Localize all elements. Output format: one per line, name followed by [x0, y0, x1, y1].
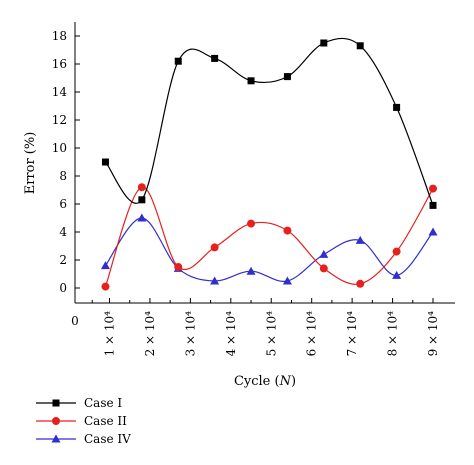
y-axis-label: Error (%) — [23, 132, 38, 195]
legend: Case I Case II Case IV — [36, 396, 131, 446]
data-point — [174, 57, 182, 65]
y-tick-label: 16 — [52, 57, 67, 71]
data-point — [283, 73, 291, 81]
y-tick-label: 0 — [59, 281, 67, 295]
y-ticks: 0 2 4 6 8 10 12 14 16 18 — [52, 29, 80, 295]
data-point — [429, 184, 437, 193]
data-point — [174, 263, 183, 271]
data-point — [393, 103, 401, 111]
y-tick-label: 14 — [52, 85, 68, 99]
data-point — [320, 39, 328, 47]
x-tick-label: 1 × 10⁴ — [103, 311, 117, 357]
data-point — [282, 276, 292, 285]
x-tick-label: 6 × 10⁴ — [305, 311, 319, 357]
x-axis-label-text: Cycle — [234, 374, 271, 389]
data-point — [356, 42, 364, 50]
y-tick-label: 12 — [52, 113, 67, 127]
series-case-ii — [101, 183, 437, 291]
y-tick-label: 2 — [59, 253, 67, 267]
x-axis-label: Cycle (N) — [234, 374, 296, 389]
data-point — [138, 196, 146, 204]
data-point — [319, 249, 329, 258]
x-axis-label-var: N — [279, 374, 292, 389]
y-tick-label: 6 — [59, 197, 67, 211]
legend-label: Case IV — [84, 432, 131, 446]
data-point — [210, 243, 219, 252]
series-line — [104, 186, 434, 287]
x-tick-label: 3 × 10⁴ — [183, 311, 197, 357]
data-point — [137, 183, 146, 192]
series-case-iv — [100, 213, 438, 285]
data-point — [101, 282, 110, 291]
x-tick-label: 8 × 10⁴ — [386, 311, 400, 357]
x-tick-label: 5 × 10⁴ — [264, 311, 278, 357]
data-point — [428, 227, 438, 236]
legend-label: Case II — [84, 414, 127, 428]
data-point — [429, 201, 437, 209]
series-case-i — [101, 37, 437, 209]
plot-frame — [74, 22, 455, 304]
x-tick-label: 9 × 10⁴ — [426, 311, 440, 357]
legend-marker — [52, 399, 60, 407]
x-tick-label: 7 × 10⁴ — [345, 311, 359, 357]
y-tick-label: 18 — [52, 29, 67, 43]
data-point — [210, 276, 220, 285]
data-point — [137, 213, 147, 222]
data-point — [100, 261, 110, 270]
y-tick-label: 10 — [52, 141, 67, 155]
data-point — [247, 219, 256, 228]
data-point — [319, 264, 328, 273]
data-point — [392, 247, 401, 256]
x-tick-label: 2 × 10⁴ — [143, 311, 157, 357]
data-point — [283, 226, 292, 235]
data-point — [247, 77, 255, 85]
x-tick-label: 4 × 10⁴ — [224, 311, 238, 357]
data-point — [356, 279, 365, 288]
y-tick-label: 8 — [59, 169, 67, 183]
legend-marker — [51, 434, 61, 443]
data-point — [392, 270, 402, 279]
legend-marker — [52, 417, 60, 425]
series-line — [104, 217, 434, 282]
series-line — [104, 37, 434, 206]
data-point — [246, 266, 256, 275]
series-layer — [100, 37, 438, 291]
x-ticks: 0 1 × 10⁴ 2 × 10⁴ 3 × 10⁴ 4 × 10⁴ 5 × 10⁴ 6 × … — [71, 298, 440, 356]
legend-label: Case I — [84, 396, 122, 410]
data-point — [211, 54, 219, 62]
y-tick-label: 4 — [59, 225, 67, 239]
data-point — [101, 158, 109, 166]
x-tick-label-zero: 0 — [71, 314, 79, 328]
data-point — [355, 235, 365, 244]
